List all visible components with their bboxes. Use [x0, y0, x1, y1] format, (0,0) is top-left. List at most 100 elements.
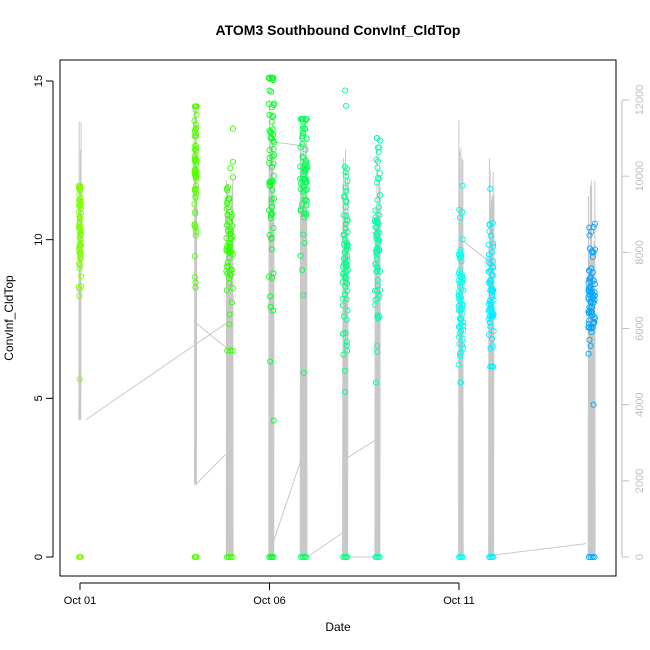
- data-point: [77, 252, 84, 259]
- data-point: [300, 210, 307, 217]
- y-tick-label: 15: [33, 75, 45, 87]
- data-point: [224, 184, 231, 191]
- data-point: [77, 236, 84, 243]
- data-point: [344, 242, 351, 250]
- data-point: [223, 268, 230, 275]
- data-point: [489, 288, 496, 295]
- data-point: [193, 147, 200, 154]
- data-point: [456, 330, 463, 337]
- data-point: [585, 324, 592, 331]
- data-point: [486, 228, 493, 235]
- data-point: [224, 227, 231, 234]
- data-point: [192, 165, 199, 172]
- data-point-zero: [270, 553, 277, 561]
- data-point: [458, 305, 465, 312]
- data-point: [343, 247, 350, 254]
- data-point: [376, 287, 383, 294]
- data-point: [76, 230, 83, 237]
- data-point: [270, 417, 277, 424]
- data-point: [459, 236, 466, 243]
- data-point: [342, 184, 349, 191]
- x-axis-label: Date: [325, 620, 351, 634]
- data-point: [486, 251, 493, 258]
- data-point: [343, 338, 350, 345]
- data-point: [191, 253, 198, 260]
- data-point: [377, 137, 384, 144]
- data-point: [265, 273, 272, 280]
- data-point: [341, 388, 349, 396]
- point-cluster-4: [265, 74, 278, 561]
- data-point: [456, 255, 463, 262]
- point-cluster-1: [75, 182, 85, 561]
- data-point: [227, 240, 234, 248]
- data-point: [76, 223, 83, 230]
- data-point: [266, 87, 273, 94]
- data-point: [192, 121, 199, 128]
- data-point: [457, 379, 464, 386]
- data-point: [303, 179, 310, 186]
- data-point: [487, 323, 494, 330]
- data-point: [485, 268, 492, 275]
- data-point: [297, 144, 304, 151]
- data-point: [76, 286, 83, 293]
- data-point: [270, 152, 278, 159]
- y-tick-label: 5: [33, 395, 45, 401]
- data-point: [374, 348, 381, 355]
- data-point-zero: [376, 553, 383, 561]
- data-point: [192, 143, 200, 150]
- data-point: [227, 228, 235, 235]
- data-point: [455, 361, 462, 368]
- data-point: [339, 263, 346, 270]
- data-point: [457, 353, 464, 360]
- data-point: [224, 187, 231, 194]
- data-point: [372, 301, 379, 308]
- data-point: [268, 180, 275, 187]
- data-point: [457, 324, 464, 331]
- data-point: [228, 299, 235, 306]
- data-point: [227, 165, 234, 172]
- data-point: [488, 312, 496, 319]
- data-point: [268, 274, 276, 281]
- data-point: [486, 331, 493, 338]
- data-point: [193, 228, 200, 236]
- data-point: [266, 127, 273, 134]
- data-point: [229, 174, 237, 181]
- data-point: [76, 376, 83, 383]
- data-point-zero: [303, 553, 310, 561]
- data-point: [487, 345, 494, 352]
- plot-box: [59, 59, 617, 577]
- altitude-leg-8: [458, 120, 464, 558]
- data-point: [591, 313, 598, 321]
- altitude-transit-5: [269, 457, 303, 554]
- data-point: [589, 249, 596, 256]
- data-point: [489, 264, 497, 271]
- data-point: [76, 212, 83, 220]
- data-point: [297, 252, 304, 259]
- data-point: [226, 275, 233, 282]
- data-point: [224, 347, 231, 354]
- data-point: [269, 163, 276, 171]
- data-point: [191, 128, 198, 135]
- data-point: [374, 277, 381, 284]
- data-point: [487, 185, 494, 192]
- data-point: [374, 281, 381, 289]
- data-point: [302, 159, 310, 166]
- data-point: [485, 259, 492, 266]
- data-point: [456, 214, 463, 221]
- data-point: [486, 256, 493, 263]
- data-point: [586, 307, 593, 315]
- data-point-zero: [301, 553, 308, 561]
- data-point: [588, 288, 595, 295]
- data-point: [457, 349, 464, 356]
- data-point: [268, 118, 275, 125]
- data-point: [372, 224, 379, 231]
- data-point: [300, 131, 307, 138]
- data-point: [300, 186, 307, 193]
- data-point: [229, 158, 236, 165]
- data-point: [300, 123, 307, 130]
- data-point: [270, 137, 277, 144]
- data-point: [374, 288, 381, 295]
- data-point: [300, 170, 307, 177]
- data-point: [191, 117, 198, 124]
- data-point: [456, 267, 463, 274]
